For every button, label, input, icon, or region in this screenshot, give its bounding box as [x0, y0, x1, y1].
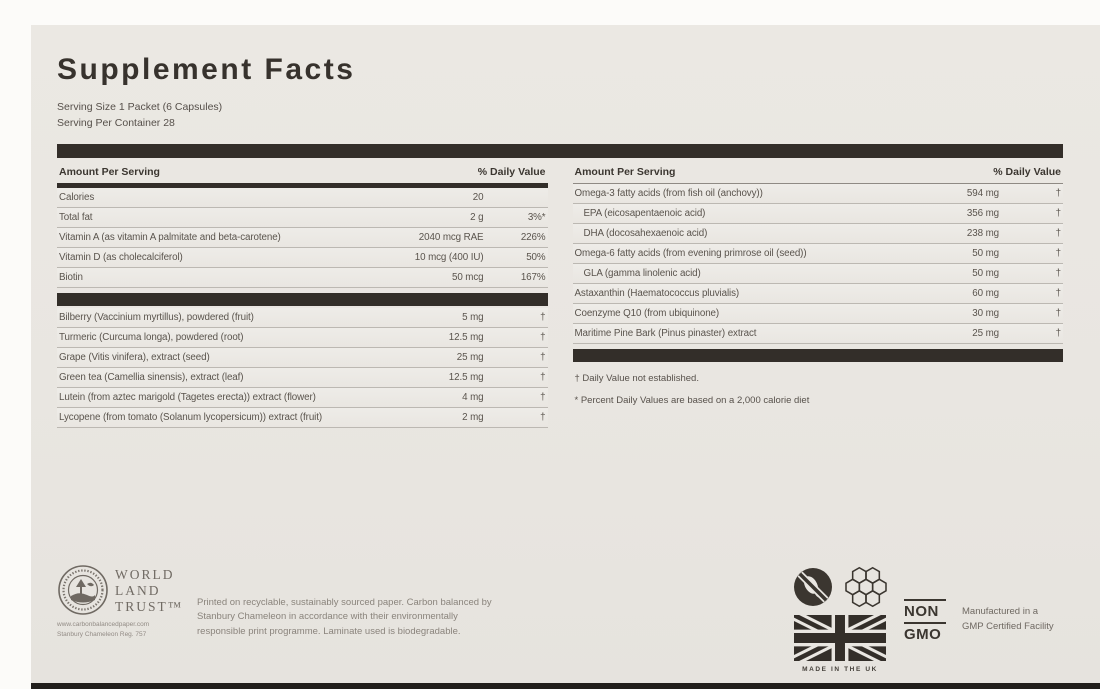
- table-row: Green tea (Camellia sinensis), extract (…: [57, 367, 548, 388]
- table-row: Turmeric (Curcuma longa), powdered (root…: [57, 327, 548, 348]
- divider-bar-bottom: [31, 683, 1100, 689]
- facts-columns: Amount Per Serving % Daily Value Calorie…: [57, 158, 1063, 428]
- label-content: Supplement Facts Serving Size 1 Packet (…: [31, 25, 1100, 428]
- amount-per-serving-header: Amount Per Serving: [574, 165, 676, 178]
- made-in-uk-block: MADE IN THE UK: [792, 566, 888, 673]
- footnote-daily-value: † Daily Value not established.: [574, 372, 699, 384]
- divider-bar-top: [57, 143, 1063, 158]
- table-row: Astaxanthin (Haematococcus pluvialis) 60…: [572, 283, 1063, 304]
- facts-column-left: Amount Per Serving % Daily Value Calorie…: [57, 158, 548, 428]
- divider-bar-left-section: [57, 292, 548, 306]
- table-row: EPA (eicosapentaenoic acid) 356 mg †: [572, 203, 1063, 224]
- divider-bar-right-section: [572, 348, 1063, 362]
- servings-per-container-text: Serving Per Container 28: [57, 117, 175, 130]
- column-header-left: Amount Per Serving % Daily Value: [57, 158, 548, 183]
- footnote-percent-dv: * Percent Daily Values are based on a 2,…: [574, 394, 810, 406]
- daily-value-header: % Daily Value: [993, 165, 1061, 178]
- table-row: Grape (Vitis vinifera), extract (seed) 2…: [57, 347, 548, 368]
- table-row: Omega-3 fatty acids (from fish oil (anch…: [572, 183, 1063, 204]
- table-row: Lycopene (from tomato (Solanum lycopersi…: [57, 407, 548, 428]
- serving-size-text: Serving Size 1 Packet (6 Capsules): [57, 101, 223, 113]
- table-row: Vitamin D (as cholecalciferol) 10 mcg (4…: [57, 247, 548, 268]
- non-gmo-badge: NON GMO: [904, 597, 946, 643]
- carbon-balanced-url: www.carbonbalancedpaper.com Stanbury Cha…: [57, 621, 150, 639]
- non-gmo-text-non: NON: [904, 602, 939, 620]
- column-header-right: Amount Per Serving % Daily Value: [573, 158, 1064, 183]
- world-land-trust-emblem-icon: [58, 565, 108, 615]
- header-rule-right: [572, 182, 1063, 184]
- footer-icons-row: [792, 566, 888, 608]
- daily-value-header: % Daily Value: [477, 165, 546, 178]
- supplement-facts-label: Supplement Facts Serving Size 1 Packet (…: [31, 25, 1100, 689]
- non-gmo-text-gmo: GMO: [904, 625, 942, 643]
- label-footer: WORLD LAND TRUST™ www.carbonbalancedpape…: [57, 564, 1082, 673]
- honeycomb-icon: [845, 566, 887, 608]
- table-row: Lutein (from aztec marigold (Tagetes ere…: [57, 387, 548, 408]
- table-row: GLA (gamma linolenic acid) 50 mg †: [572, 263, 1063, 284]
- union-jack-flag-icon: [794, 615, 886, 661]
- table-row: Bilberry (Vaccinium myrtillus), powdered…: [57, 307, 548, 328]
- certification-badges: MADE IN THE UK NON GMO Manufactured in a…: [792, 566, 1082, 673]
- table-row: Vitamin A (as vitamin A palmitate and be…: [57, 227, 548, 248]
- table-row: Total fat 2 g 3%*: [57, 207, 548, 228]
- non-gmo-rule-top: [904, 599, 946, 602]
- table-row: DHA (docosahexaenoic acid) 238 mg †: [572, 223, 1063, 244]
- crossed-out-seed-icon: [794, 568, 832, 606]
- table-row: Coenzyme Q10 (from ubiquinone) 30 mg †: [572, 303, 1063, 324]
- facts-column-right: Amount Per Serving % Daily Value Omega-3…: [572, 158, 1064, 428]
- made-in-uk-caption: MADE IN THE UK: [802, 666, 878, 673]
- table-row: Omega-6 fatty acids (from evening primro…: [572, 243, 1063, 264]
- non-gmo-rule-mid: [904, 622, 946, 624]
- label-title: Supplement Facts: [57, 53, 356, 86]
- gmp-facility-note: Manufactured in a GMP Certified Facility: [962, 605, 1054, 632]
- world-land-trust-name: WORLD LAND TRUST™: [115, 567, 183, 615]
- header-rule-left: [57, 182, 548, 188]
- botanicals-section: Bilberry (Vaccinium myrtillus), powdered…: [57, 307, 548, 428]
- paper-sustainability-note: Printed on recyclable, sustainably sourc…: [197, 597, 492, 637]
- world-land-trust-logo: WORLD LAND TRUST™: [57, 564, 193, 616]
- table-row: Biotin 50 mcg 167%: [57, 267, 548, 288]
- table-row: Calories 20: [57, 187, 548, 208]
- world-land-trust-block: WORLD LAND TRUST™ www.carbonbalancedpape…: [57, 564, 193, 641]
- table-row: Maritime Pine Bark (Pinus pinaster) extr…: [572, 323, 1063, 344]
- amount-per-serving-header: Amount Per Serving: [59, 165, 160, 178]
